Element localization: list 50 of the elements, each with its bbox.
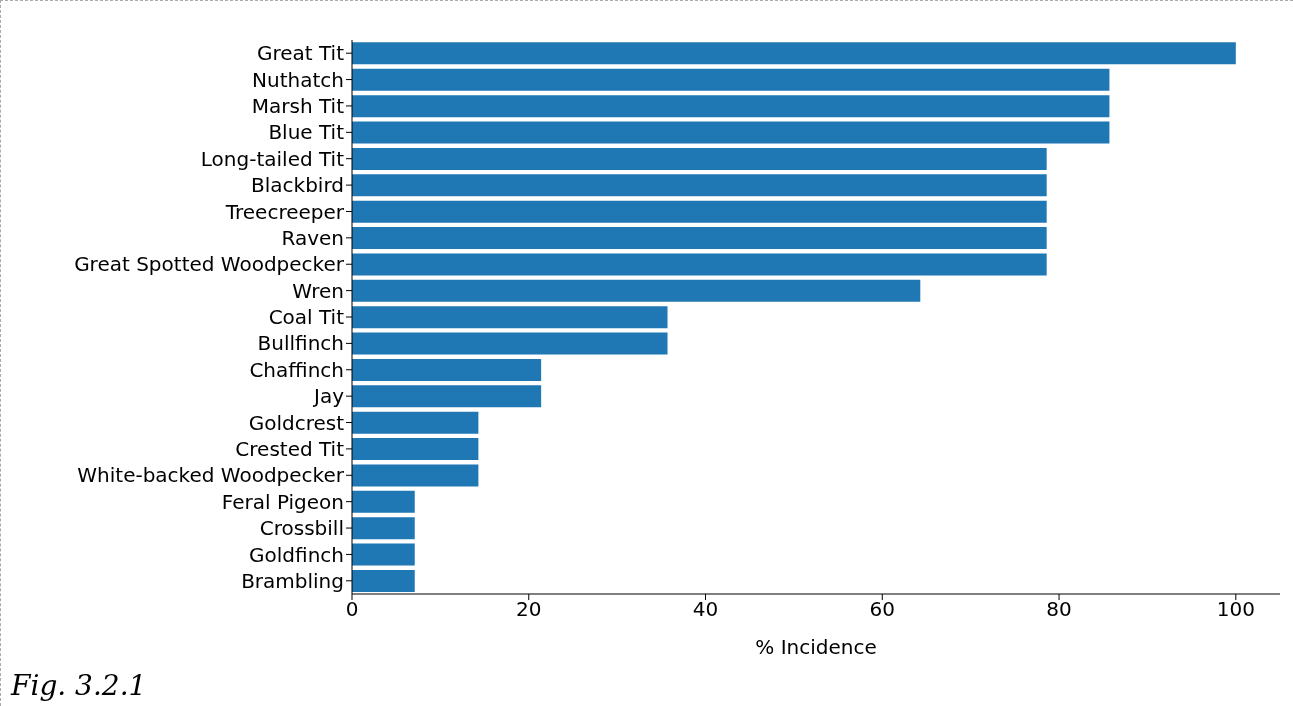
bar [352, 517, 415, 540]
x-tick-label: 0 [345, 597, 359, 622]
y-tick-label: Chaffinch [249, 357, 344, 382]
x-tick-label: 40 [692, 597, 719, 622]
bar [352, 147, 1047, 170]
bar [352, 174, 1047, 197]
y-tick-label: Long-tailed Tit [200, 146, 345, 171]
y-tick-label: Goldfinch [249, 542, 344, 567]
bar [352, 464, 479, 487]
bar [352, 95, 1110, 118]
y-tick-label: Feral Pigeon [221, 489, 344, 514]
bar [352, 306, 668, 329]
bar [352, 227, 1047, 250]
bar [352, 332, 668, 355]
y-tick-label: Bullfinch [257, 331, 344, 356]
y-tick-label: Blue Tit [268, 120, 345, 145]
y-tick-label: Great Tit [256, 41, 345, 66]
bar [352, 358, 542, 381]
y-tick-label: Marsh Tit [251, 94, 345, 119]
x-tick-label: 60 [869, 597, 896, 622]
caption: Fig. 3.2.1 [11, 669, 147, 702]
bar [352, 569, 415, 592]
y-tick-label: Raven [281, 225, 344, 250]
y-tick-label: White-backed Woodpecker [77, 463, 345, 488]
bar [352, 42, 1236, 65]
x-axis-title: % Incidence [755, 635, 877, 659]
bar [352, 68, 1110, 91]
bar [352, 438, 479, 461]
bar [352, 411, 479, 434]
y-tick-label: Jay [312, 384, 345, 409]
y-tick-label: Crested Tit [235, 437, 345, 461]
y-tick-label: Blackbird [251, 173, 344, 198]
x-tick-label: 80 [1046, 597, 1072, 622]
bar [352, 253, 1047, 276]
x-tick-label: 20 [516, 597, 542, 622]
bar [352, 543, 415, 566]
x-tick-label: 100 [1216, 597, 1255, 622]
y-tick-label: Wren [292, 278, 344, 303]
bar [352, 490, 415, 513]
y-tick-label: Great Spotted Woodpecker [74, 252, 345, 277]
bar [352, 385, 542, 408]
y-tick-label: Crossbill [259, 516, 344, 541]
y-tick-label: Brambling [241, 568, 344, 593]
bar [352, 279, 921, 302]
y-tick-label: Coal Tit [268, 305, 345, 330]
y-tick-label: Treecreeper [224, 199, 345, 224]
y-tick-label: Goldcrest [248, 410, 345, 435]
y-tick-label: Nuthatch [252, 67, 344, 92]
bar [352, 121, 1110, 144]
bar [352, 200, 1047, 223]
